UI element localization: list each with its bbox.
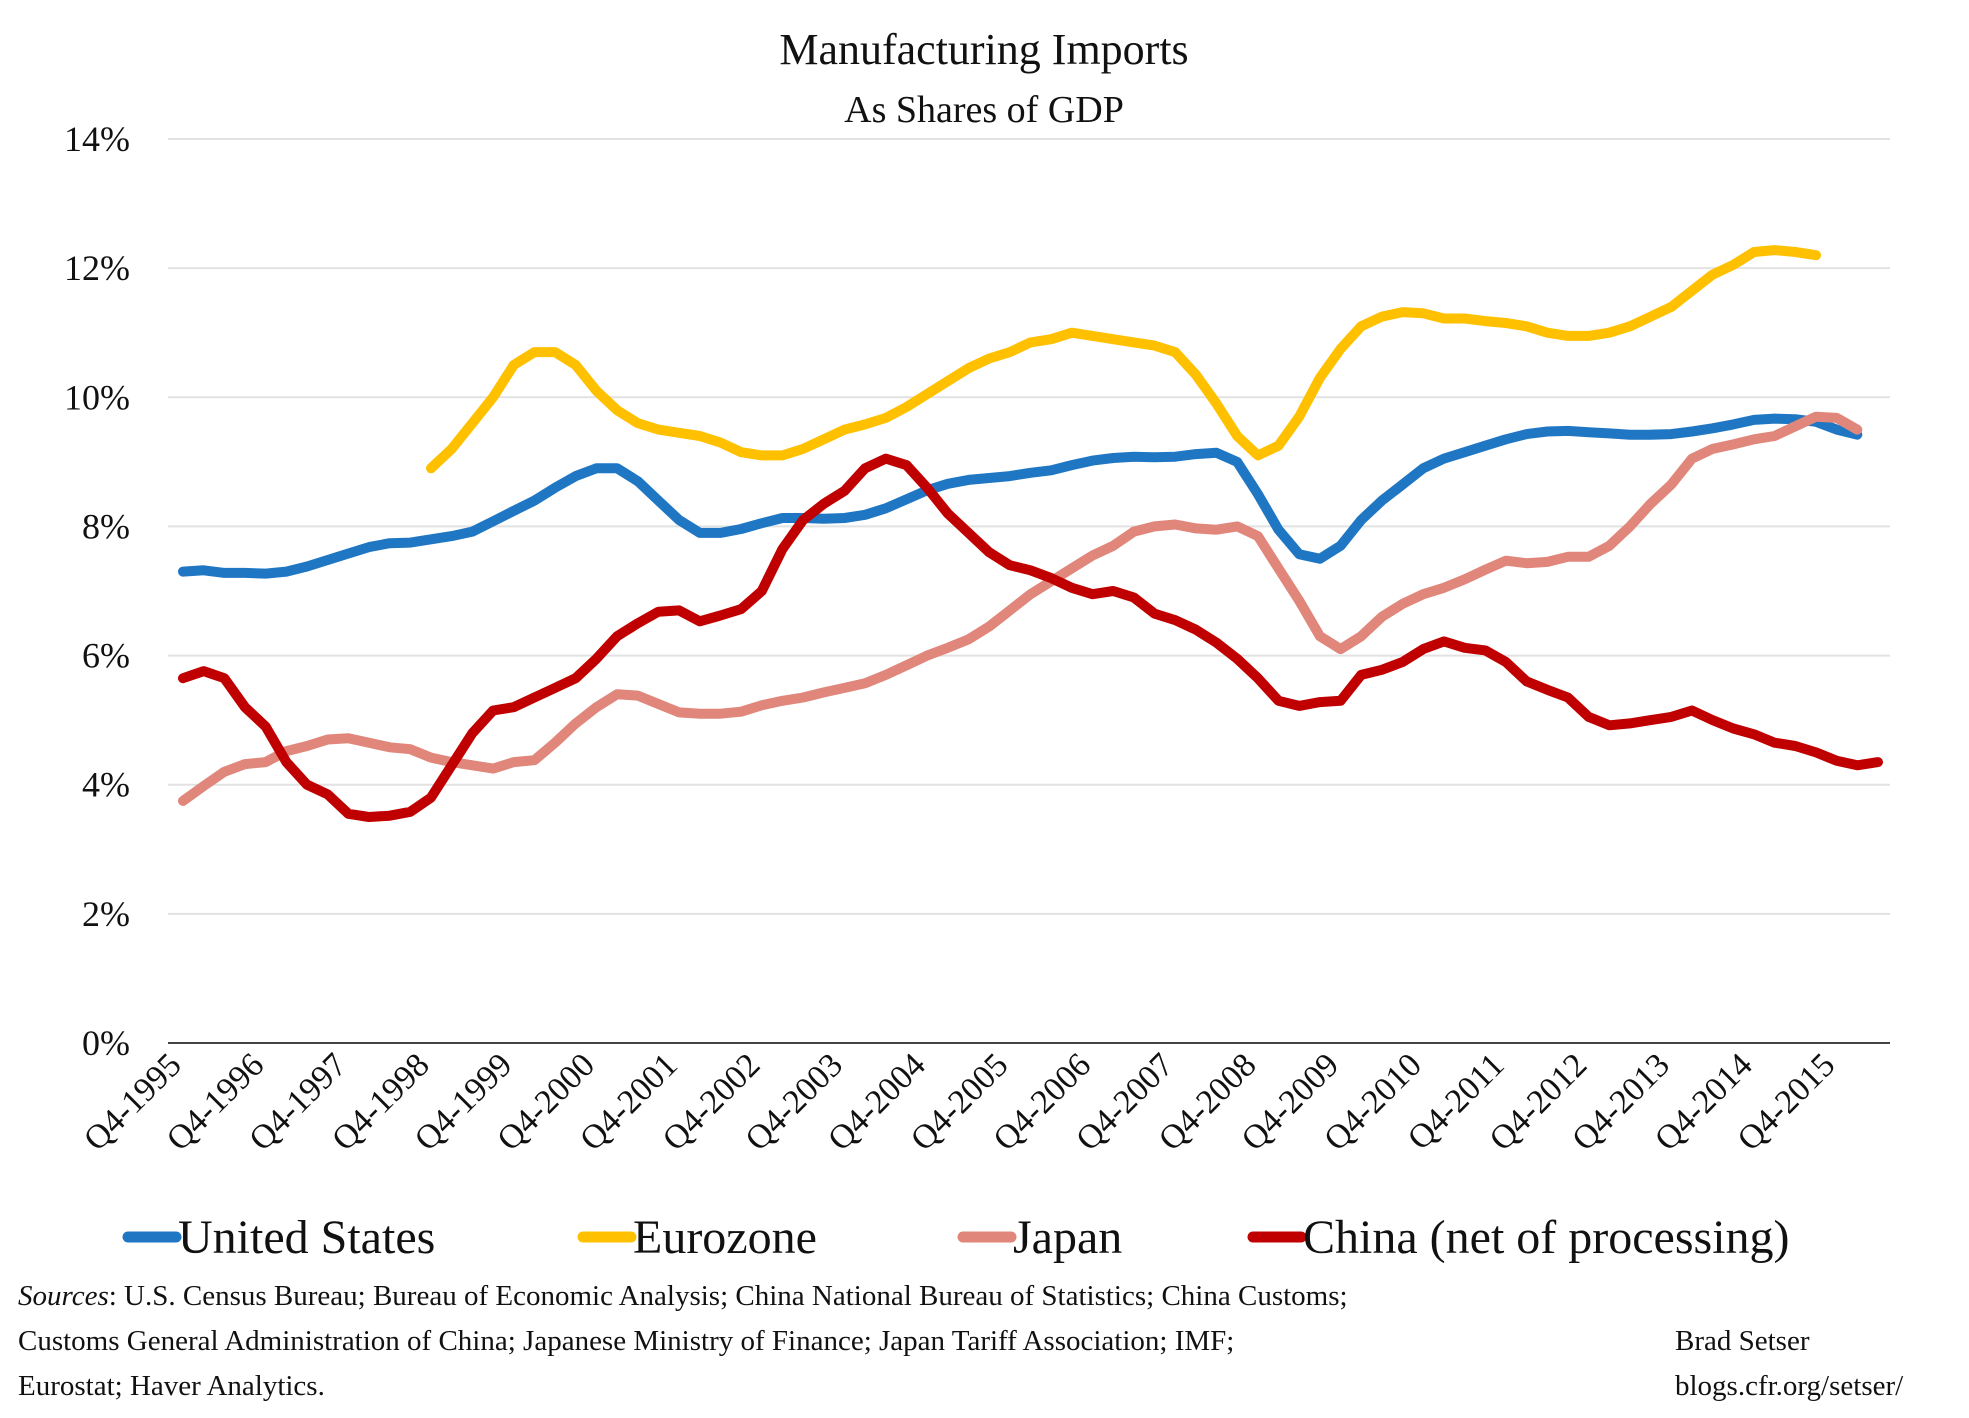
chart-subtitle: As Shares of GDP [844,89,1124,131]
series-lines [183,250,1878,817]
sources-label: Sources [18,1280,109,1312]
sources-note: Sources: U.S. Census Bureau; Bureau of E… [18,1280,1348,1402]
svg-text:Sources: U.S. Census Bureau; B: Sources: U.S. Census Bureau; Bureau of E… [18,1280,1348,1312]
legend: United States Eurozone Japan China (net of … [128,1211,1790,1264]
legend-label: United States [178,1211,435,1264]
y-tick-label: 4% [82,765,130,805]
y-tick-label: 14% [64,119,130,159]
legend-label: Japan [1013,1211,1122,1264]
sources-line-2: Customs General Administration of China;… [18,1325,1234,1357]
y-tick-label: 12% [64,248,130,288]
sources-line-1: : U.S. Census Bureau; Bureau of Economic… [109,1280,1348,1312]
legend-label: China (net of processing) [1303,1211,1790,1264]
x-axis-tick-labels: Q4-1995Q4-1996Q4-1997Q4-1998Q4-1999Q4-20… [77,1046,1842,1158]
y-tick-label: 8% [82,506,130,546]
legend-label: Eurozone [633,1211,817,1264]
y-tick-label: 2% [82,894,130,934]
author-url: blogs.cfr.org/setser/ [1675,1370,1904,1402]
y-tick-label: 0% [82,1023,130,1063]
author-credit: Brad Setser [1675,1325,1810,1357]
y-tick-label: 6% [82,636,130,676]
chart-title: Manufacturing Imports [779,25,1188,74]
sources-line-3: Eurostat; Haver Analytics. [18,1370,325,1402]
y-axis-tick-labels: 0% 2% 4% 6% 8% 10% 12% 14% [64,119,130,1063]
y-tick-label: 10% [64,377,130,417]
line-chart: Manufacturing Imports As Shares of GDP 0… [0,0,1969,1418]
